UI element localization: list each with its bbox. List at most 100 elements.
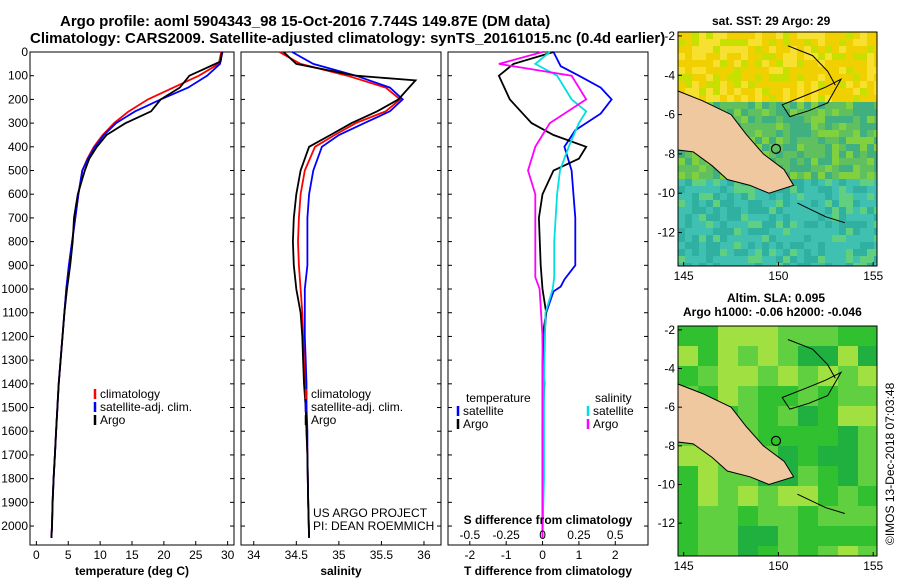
map-cell: [776, 102, 783, 109]
map-cell: [762, 228, 769, 235]
map-cell: [741, 74, 748, 81]
map-cell: [874, 88, 877, 95]
map-cell: [804, 67, 811, 74]
map-cell: [874, 81, 877, 88]
map-cell: [832, 144, 839, 151]
map-cell: [718, 366, 738, 386]
map-cell: [769, 67, 776, 74]
map-cell: [853, 235, 860, 242]
map-cell: [846, 235, 853, 242]
map-cell: [778, 366, 798, 386]
map-cell: [699, 39, 706, 46]
y-tick-label: 800: [8, 235, 28, 249]
map-cell: [832, 151, 839, 158]
map-cell: [811, 151, 818, 158]
map-cell: [790, 200, 797, 207]
map-cell: [678, 165, 685, 172]
map-cell: [804, 32, 811, 39]
map-cell: [838, 386, 858, 406]
map-cell: [692, 172, 699, 179]
map-cell: [867, 60, 874, 67]
map-cell: [811, 172, 818, 179]
map-cell: [825, 46, 832, 53]
map-cell: [685, 67, 692, 74]
map-cell: [874, 193, 877, 200]
map-cell: [874, 249, 877, 256]
map-cell: [853, 256, 860, 263]
map-cell: [678, 214, 685, 221]
map-cell: [853, 200, 860, 207]
map-cell: [748, 95, 755, 102]
map-cell: [706, 172, 713, 179]
map-cell: [874, 53, 877, 60]
map-cell: [713, 46, 720, 53]
map-cell: [692, 214, 699, 221]
map-cell: [811, 137, 818, 144]
salinity-panel: 34 34.5 35 35.5 36 salinity climatologysatelli…: [240, 51, 442, 578]
map-cell: [818, 165, 825, 172]
map-cell: [867, 165, 874, 172]
map-cell: [685, 74, 692, 81]
map-cell: [692, 46, 699, 53]
map-cell: [727, 193, 734, 200]
map-cell: [769, 235, 776, 242]
map-cell: [858, 466, 877, 486]
x-tick-label: 35: [332, 548, 346, 562]
map-cell: [741, 116, 748, 123]
map-cell: [797, 137, 804, 144]
map-cell: [818, 263, 825, 266]
map-cell: [839, 109, 846, 116]
map-cell: [769, 123, 776, 130]
map-cell: [811, 144, 818, 151]
map-cell: [858, 346, 877, 366]
map-cell: [798, 326, 818, 346]
map-cell: [804, 39, 811, 46]
map-cell: [778, 346, 798, 366]
map-cell: [678, 366, 698, 386]
map-cell: [867, 88, 874, 95]
map-cell: [699, 207, 706, 214]
map-cell: [720, 235, 727, 242]
map-cell: [692, 179, 699, 186]
map-cell: [738, 486, 758, 506]
map-cell: [769, 137, 776, 144]
map-cell: [783, 102, 790, 109]
map-cell: [776, 151, 783, 158]
map-cell: [776, 74, 783, 81]
map-cell: [776, 39, 783, 46]
map-cell: [734, 256, 741, 263]
map-cell: [727, 228, 734, 235]
map-cell: [797, 123, 804, 130]
map-cell: [727, 32, 734, 39]
map-cell: [867, 249, 874, 256]
map-cell: [790, 130, 797, 137]
map-cell: [748, 193, 755, 200]
map-cell: [748, 249, 755, 256]
map-cell: [755, 32, 762, 39]
map-cell: [741, 221, 748, 228]
map-cell: [825, 249, 832, 256]
map-cell: [755, 39, 762, 46]
map-cell: [804, 221, 811, 228]
map-cell: [860, 235, 867, 242]
map-cell: [860, 249, 867, 256]
map-cell: [698, 466, 718, 486]
map-cell: [692, 151, 699, 158]
map-x-tick-label: 145: [674, 269, 694, 283]
map-cell: [790, 263, 797, 266]
map-cell: [853, 151, 860, 158]
map-cell: [678, 74, 685, 81]
map-cell: [874, 207, 877, 214]
map-cell: [783, 193, 790, 200]
map-cell: [797, 193, 804, 200]
map-cell: [678, 172, 685, 179]
map-x-tick-label: 155: [863, 559, 883, 573]
map-cell: [804, 130, 811, 137]
map-cell: [758, 346, 778, 366]
secondary-x-tick-label: 0.5: [607, 528, 624, 542]
map-cell: [727, 263, 734, 266]
map-cell: [713, 67, 720, 74]
map-cell: [839, 123, 846, 130]
map-cell: [678, 88, 685, 95]
map-cell: [797, 207, 804, 214]
